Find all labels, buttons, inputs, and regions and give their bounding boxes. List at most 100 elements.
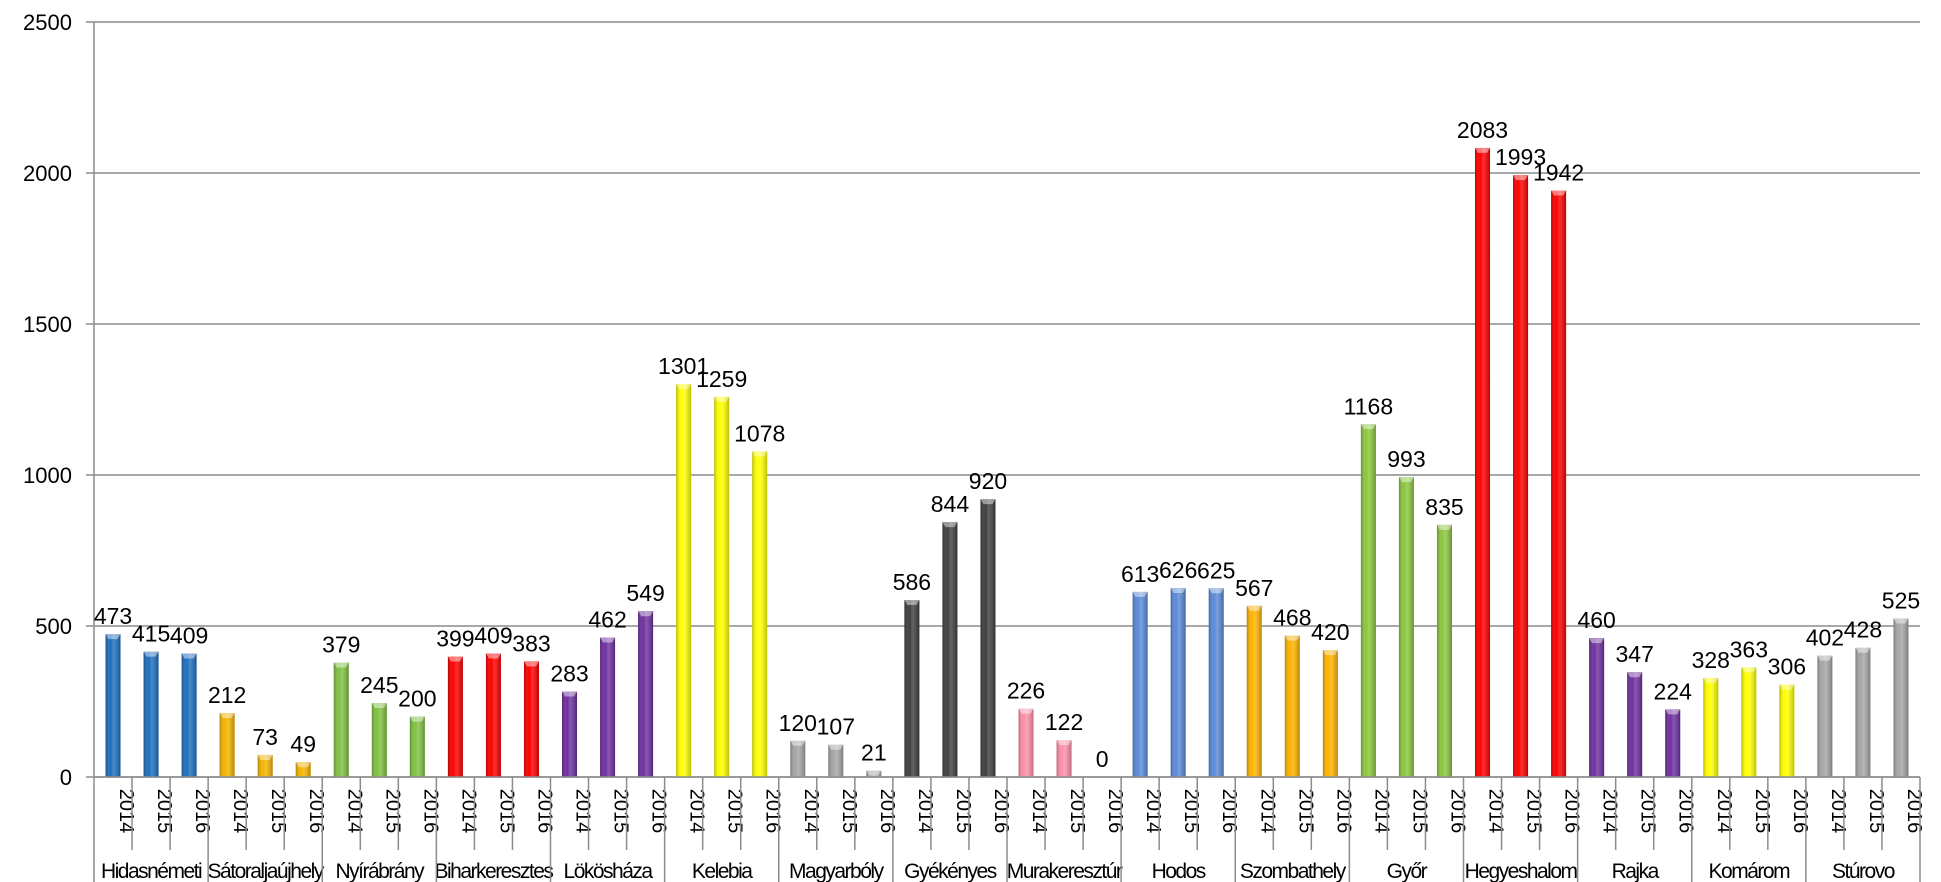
data-label: 212 [208, 682, 246, 708]
year-tick-label: 2014 [914, 789, 936, 834]
data-label: 1259 [696, 366, 747, 392]
bar-bevel [257, 754, 273, 760]
data-label: 1301 [658, 353, 709, 379]
y-tick-label: 500 [35, 614, 72, 639]
year-tick-label: 2014 [115, 789, 137, 834]
data-label: 525 [1882, 587, 1920, 613]
category-label: Komárom [1709, 860, 1791, 882]
bar-bevel [752, 451, 768, 457]
year-tick-label: 2016 [533, 789, 555, 834]
year-tick-label: 2015 [838, 789, 860, 834]
bar-bevel [1665, 709, 1681, 715]
data-label: 549 [626, 580, 664, 606]
data-label: 399 [436, 626, 474, 652]
year-tick-label: 2016 [1561, 789, 1583, 834]
bar-bevel [1893, 618, 1909, 624]
bar-shade [1665, 709, 1681, 777]
bar-bevel [1855, 647, 1871, 653]
data-label: 462 [588, 606, 626, 632]
data-label: 200 [398, 686, 436, 712]
data-label: 224 [1654, 678, 1693, 704]
bar-bevel [904, 600, 920, 606]
data-label: 409 [170, 622, 208, 648]
bar-bevel [181, 653, 197, 659]
year-tick-label: 2016 [1903, 789, 1925, 834]
year-tick-label: 2015 [724, 789, 746, 834]
bar-bevel [1513, 175, 1529, 181]
bar-shade [638, 611, 654, 777]
category-label: Nyírábrány [335, 860, 425, 882]
category-label: Biharkeresztes [434, 860, 553, 882]
bar-shade [409, 716, 425, 777]
bar-bevel [1284, 635, 1300, 641]
bar-bevel [333, 662, 349, 668]
bar-shade [600, 637, 616, 777]
year-tick-label: 2014 [343, 789, 365, 834]
data-label: 835 [1425, 494, 1463, 520]
data-label: 586 [893, 569, 931, 595]
data-label: 920 [969, 468, 1007, 494]
year-tick-label: 2015 [1523, 789, 1545, 834]
bar-shade [904, 600, 920, 777]
data-label: 245 [360, 672, 398, 698]
bar-shade [1284, 635, 1300, 777]
bar-bevel [1436, 524, 1452, 530]
year-tick-label: 2016 [648, 789, 670, 834]
category-label: Sátoraljaújhely [208, 860, 325, 882]
year-tick-label: 2014 [1370, 789, 1392, 834]
data-label: 409 [474, 622, 512, 648]
year-tick-label: 2015 [610, 789, 632, 834]
bar-shade [181, 653, 197, 777]
data-label: 363 [1730, 636, 1768, 662]
bar-bevel [1779, 684, 1795, 690]
year-tick-label: 2015 [1408, 789, 1430, 834]
bar-bevel [1817, 655, 1833, 661]
data-label: 347 [1616, 641, 1654, 667]
bar-bevel [1741, 667, 1757, 673]
year-tick-label: 2014 [572, 789, 594, 834]
bar-shade [333, 662, 349, 777]
bar-shade [1322, 650, 1338, 777]
year-tick-label: 2016 [990, 789, 1012, 834]
bar-shade [219, 712, 235, 777]
year-tick-label: 2014 [686, 789, 708, 834]
data-label: 626 [1159, 557, 1197, 583]
year-tick-label: 2016 [1675, 789, 1697, 834]
year-tick-label: 2015 [1865, 789, 1887, 834]
bar-shade [1817, 655, 1833, 777]
bar-bevel [714, 396, 730, 402]
data-label: 420 [1311, 619, 1349, 645]
data-label: 428 [1844, 617, 1882, 643]
year-tick-label: 2016 [1104, 789, 1126, 834]
category-label: Hidasnémeti [101, 860, 202, 882]
data-label: 625 [1197, 557, 1235, 583]
bar-shade [257, 754, 273, 777]
category-label: Szombathely [1240, 860, 1347, 882]
year-tick-label: 2015 [1180, 789, 1202, 834]
bar-bevel [1398, 477, 1414, 483]
bar-bevel [790, 740, 806, 746]
bar-shade [1627, 672, 1643, 777]
data-label: 567 [1235, 575, 1273, 601]
category-label: Gyékényes [904, 860, 997, 882]
year-tick-label: 2014 [1256, 789, 1278, 834]
bar-bevel [105, 634, 121, 640]
year-tick-label: 2016 [876, 789, 898, 834]
bar-shade [447, 656, 463, 777]
year-tick-label: 2015 [1066, 789, 1088, 834]
bar-shade [1513, 175, 1529, 777]
year-tick-label: 2014 [1485, 789, 1507, 834]
bar-shade [1475, 147, 1491, 777]
bar-shade [714, 396, 730, 777]
bar-shade [980, 499, 996, 777]
bar-shade [1589, 638, 1605, 777]
data-label: 107 [817, 714, 855, 740]
bar-shade [1779, 684, 1795, 777]
data-label: 283 [550, 661, 588, 687]
bar-shade [1855, 647, 1871, 777]
data-label: 844 [931, 491, 970, 517]
year-tick-label: 2014 [1827, 789, 1849, 834]
bar-bevel [1132, 591, 1148, 597]
